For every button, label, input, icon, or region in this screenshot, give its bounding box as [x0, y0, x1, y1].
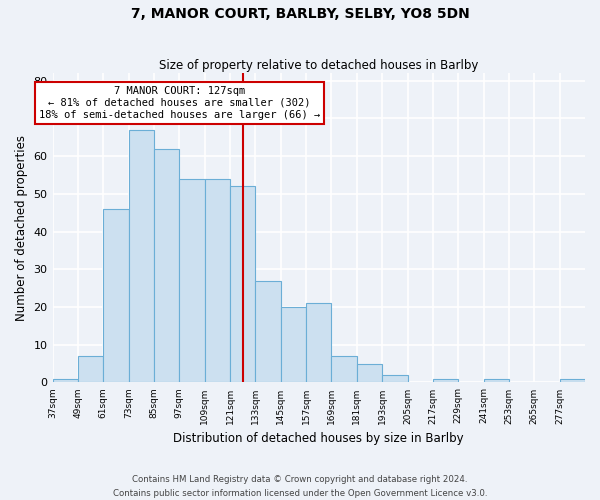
- Bar: [331, 356, 357, 382]
- Bar: [382, 375, 407, 382]
- Bar: [179, 179, 205, 382]
- Bar: [560, 378, 585, 382]
- Text: 7, MANOR COURT, BARLBY, SELBY, YO8 5DN: 7, MANOR COURT, BARLBY, SELBY, YO8 5DN: [131, 8, 469, 22]
- Bar: [230, 186, 256, 382]
- Title: Size of property relative to detached houses in Barlby: Size of property relative to detached ho…: [159, 59, 478, 72]
- Bar: [205, 179, 230, 382]
- Bar: [306, 303, 331, 382]
- Text: 7 MANOR COURT: 127sqm
← 81% of detached houses are smaller (302)
18% of semi-det: 7 MANOR COURT: 127sqm ← 81% of detached …: [38, 86, 320, 120]
- Bar: [154, 148, 179, 382]
- Bar: [281, 307, 306, 382]
- Bar: [433, 378, 458, 382]
- Bar: [53, 378, 78, 382]
- Text: Contains HM Land Registry data © Crown copyright and database right 2024.
Contai: Contains HM Land Registry data © Crown c…: [113, 476, 487, 498]
- Bar: [484, 378, 509, 382]
- X-axis label: Distribution of detached houses by size in Barlby: Distribution of detached houses by size …: [173, 432, 464, 445]
- Y-axis label: Number of detached properties: Number of detached properties: [15, 135, 28, 321]
- Bar: [103, 209, 128, 382]
- Bar: [78, 356, 103, 382]
- Bar: [256, 280, 281, 382]
- Bar: [128, 130, 154, 382]
- Bar: [357, 364, 382, 382]
